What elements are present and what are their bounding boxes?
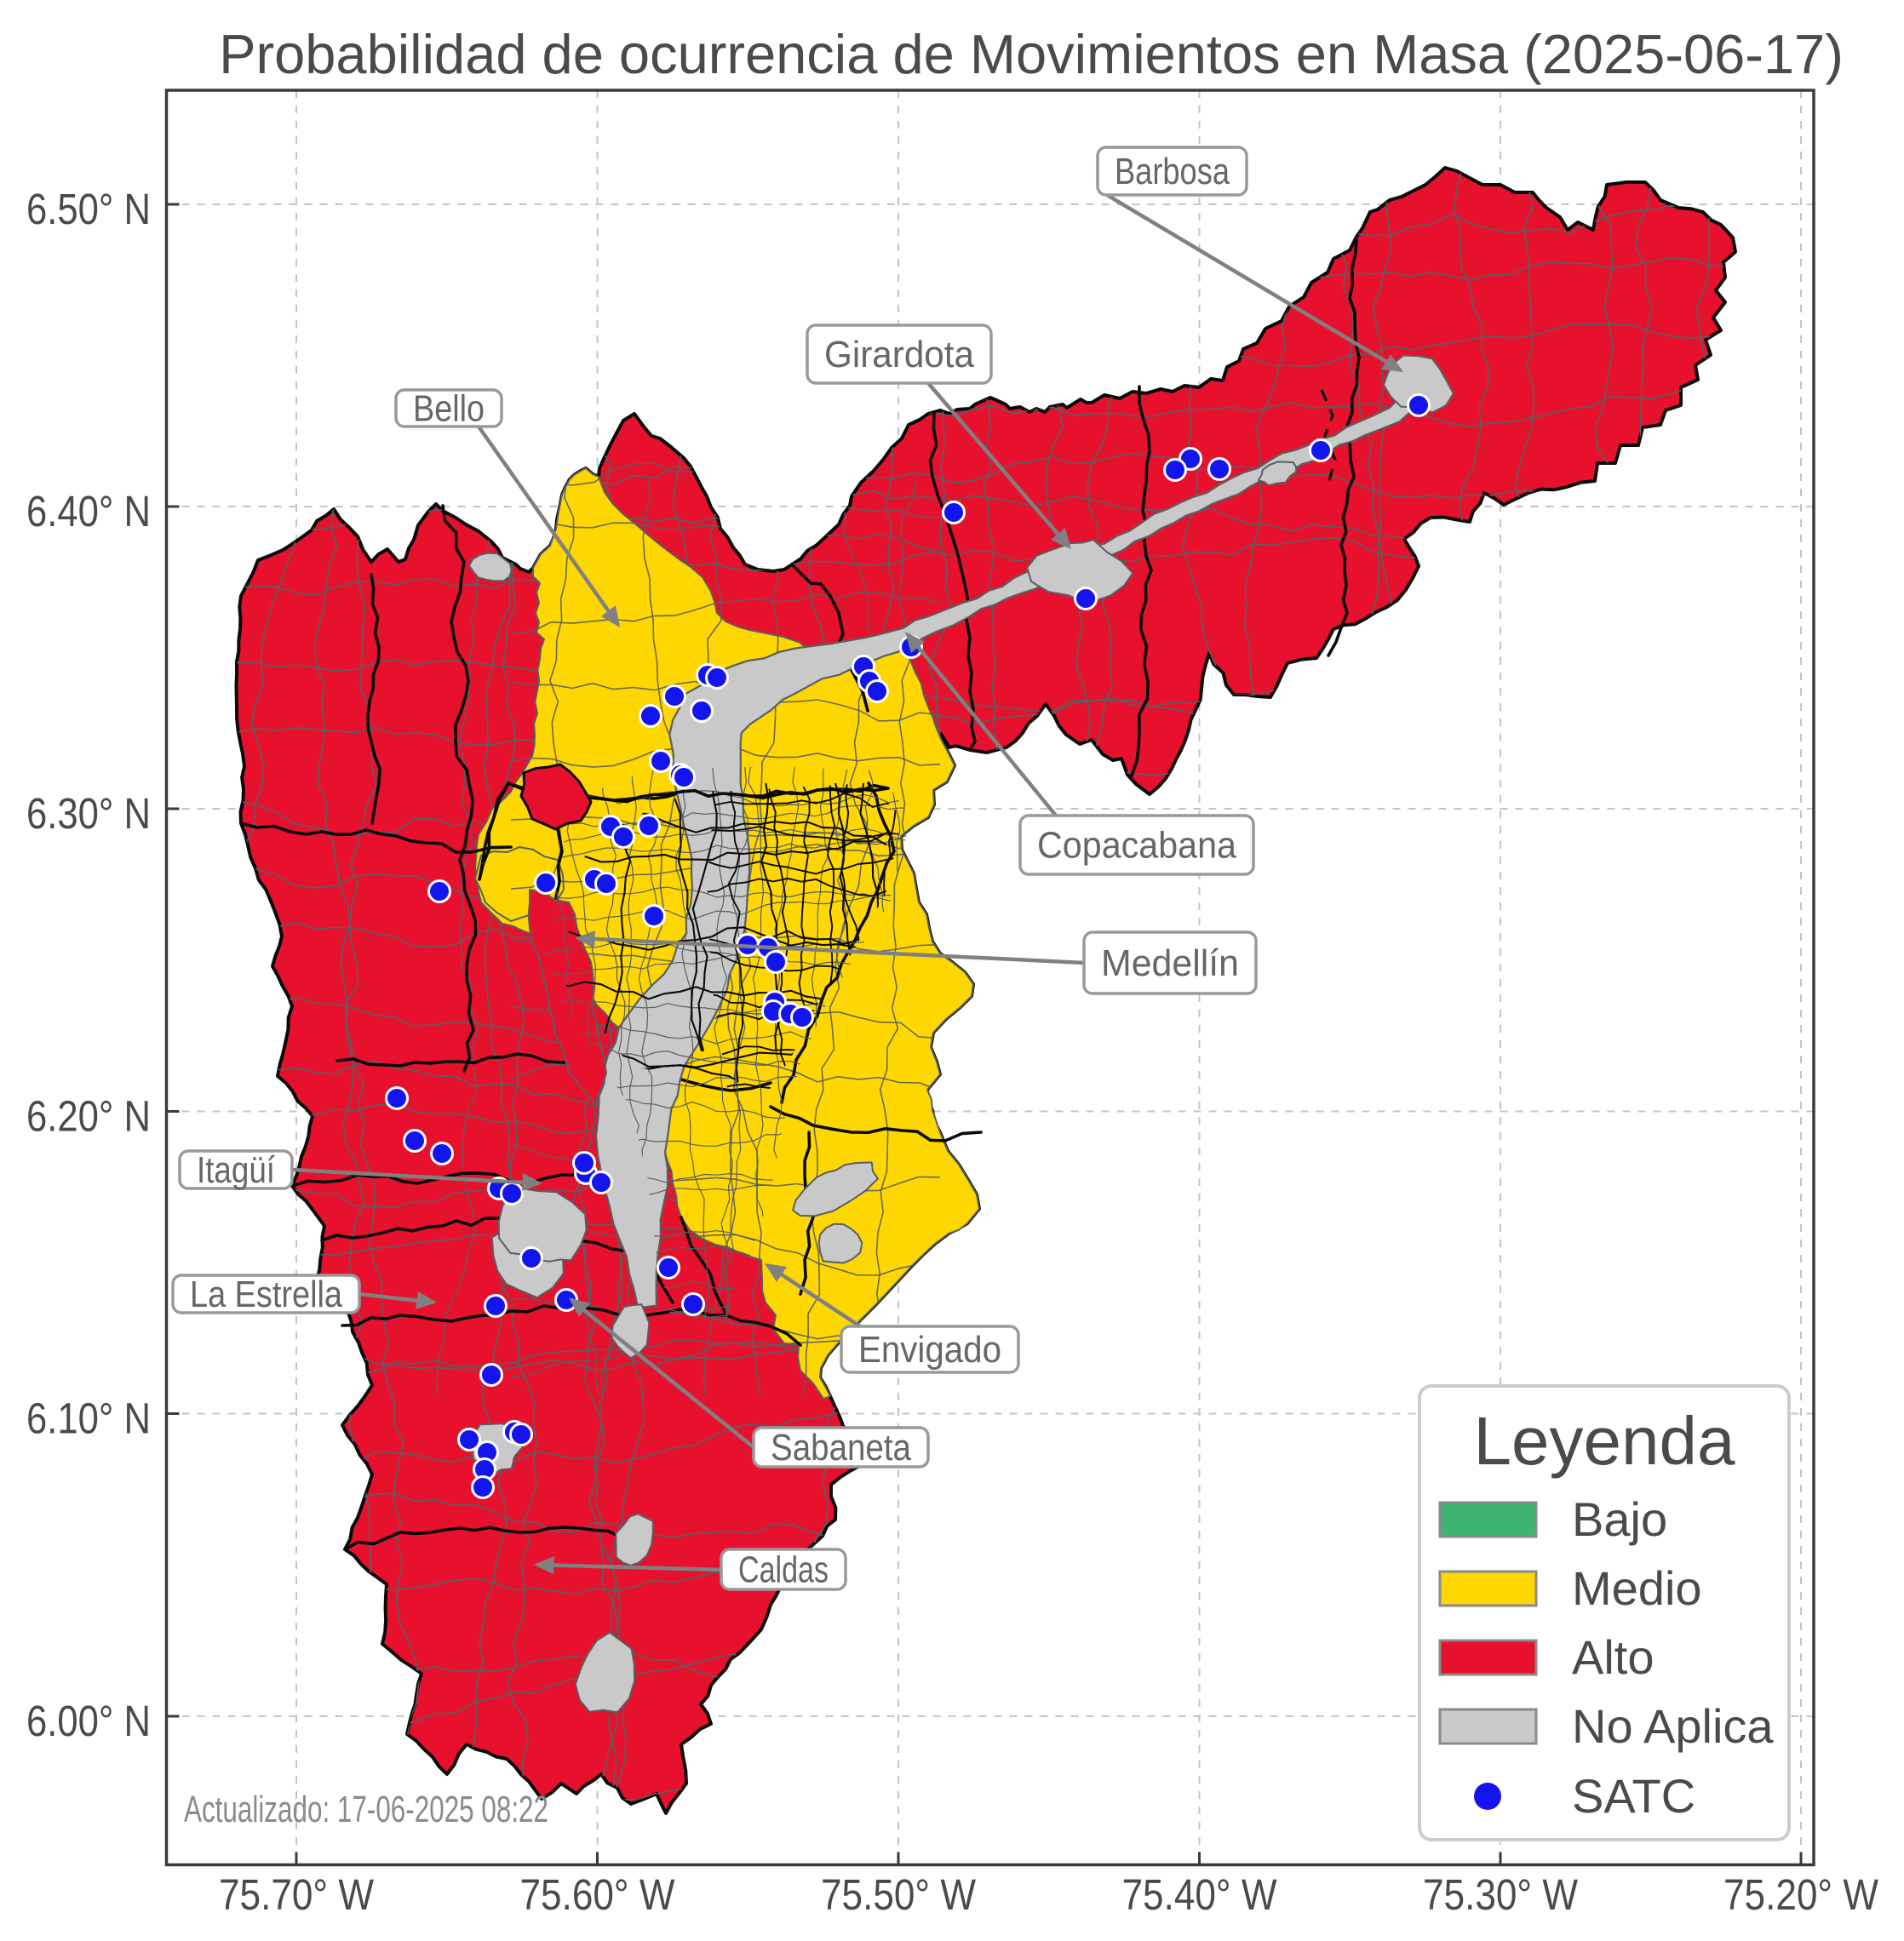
svg-text:Itagüí: Itagüí [197,1149,276,1191]
svg-text:75.50° W: 75.50° W [821,1870,976,1919]
svg-text:6.10° N: 6.10° N [26,1394,151,1443]
svg-text:75.70° W: 75.70° W [219,1870,374,1919]
svg-text:No Aplica: No Aplica [1572,1699,1774,1753]
svg-text:Copacabana: Copacabana [1037,825,1236,867]
svg-text:SATC: SATC [1572,1769,1695,1823]
svg-text:Medio: Medio [1572,1561,1702,1615]
svg-text:Caldas: Caldas [738,1549,829,1591]
svg-text:Alto: Alto [1572,1630,1655,1684]
svg-text:75.30° W: 75.30° W [1423,1870,1578,1919]
svg-text:Envigado: Envigado [858,1329,1001,1371]
svg-text:Probabilidad de ocurrencia de: Probabilidad de ocurrencia de Movimiento… [219,23,1844,85]
svg-text:6.30° N: 6.30° N [26,789,151,838]
svg-text:La Estrella: La Estrella [190,1274,342,1315]
svg-text:75.20° W: 75.20° W [1723,1870,1878,1919]
svg-text:6.00° N: 6.00° N [26,1697,151,1745]
svg-text:Barbosa: Barbosa [1115,151,1230,192]
svg-text:Bajo: Bajo [1572,1492,1667,1546]
svg-text:Bello: Bello [413,388,485,430]
svg-text:75.60° W: 75.60° W [520,1870,675,1919]
svg-text:6.20° N: 6.20° N [26,1092,151,1141]
svg-text:Sabaneta: Sabaneta [771,1427,911,1469]
svg-text:6.50° N: 6.50° N [26,185,151,233]
svg-text:Leyenda: Leyenda [1474,1403,1735,1479]
svg-text:75.40° W: 75.40° W [1122,1870,1277,1919]
svg-text:Girardota: Girardota [824,334,974,375]
svg-text:Medellín: Medellín [1101,942,1239,984]
svg-text:6.40° N: 6.40° N [26,487,151,535]
svg-text:Actualizado: 17-06-2025 08:22: Actualizado: 17-06-2025 08:22 [184,1789,548,1830]
